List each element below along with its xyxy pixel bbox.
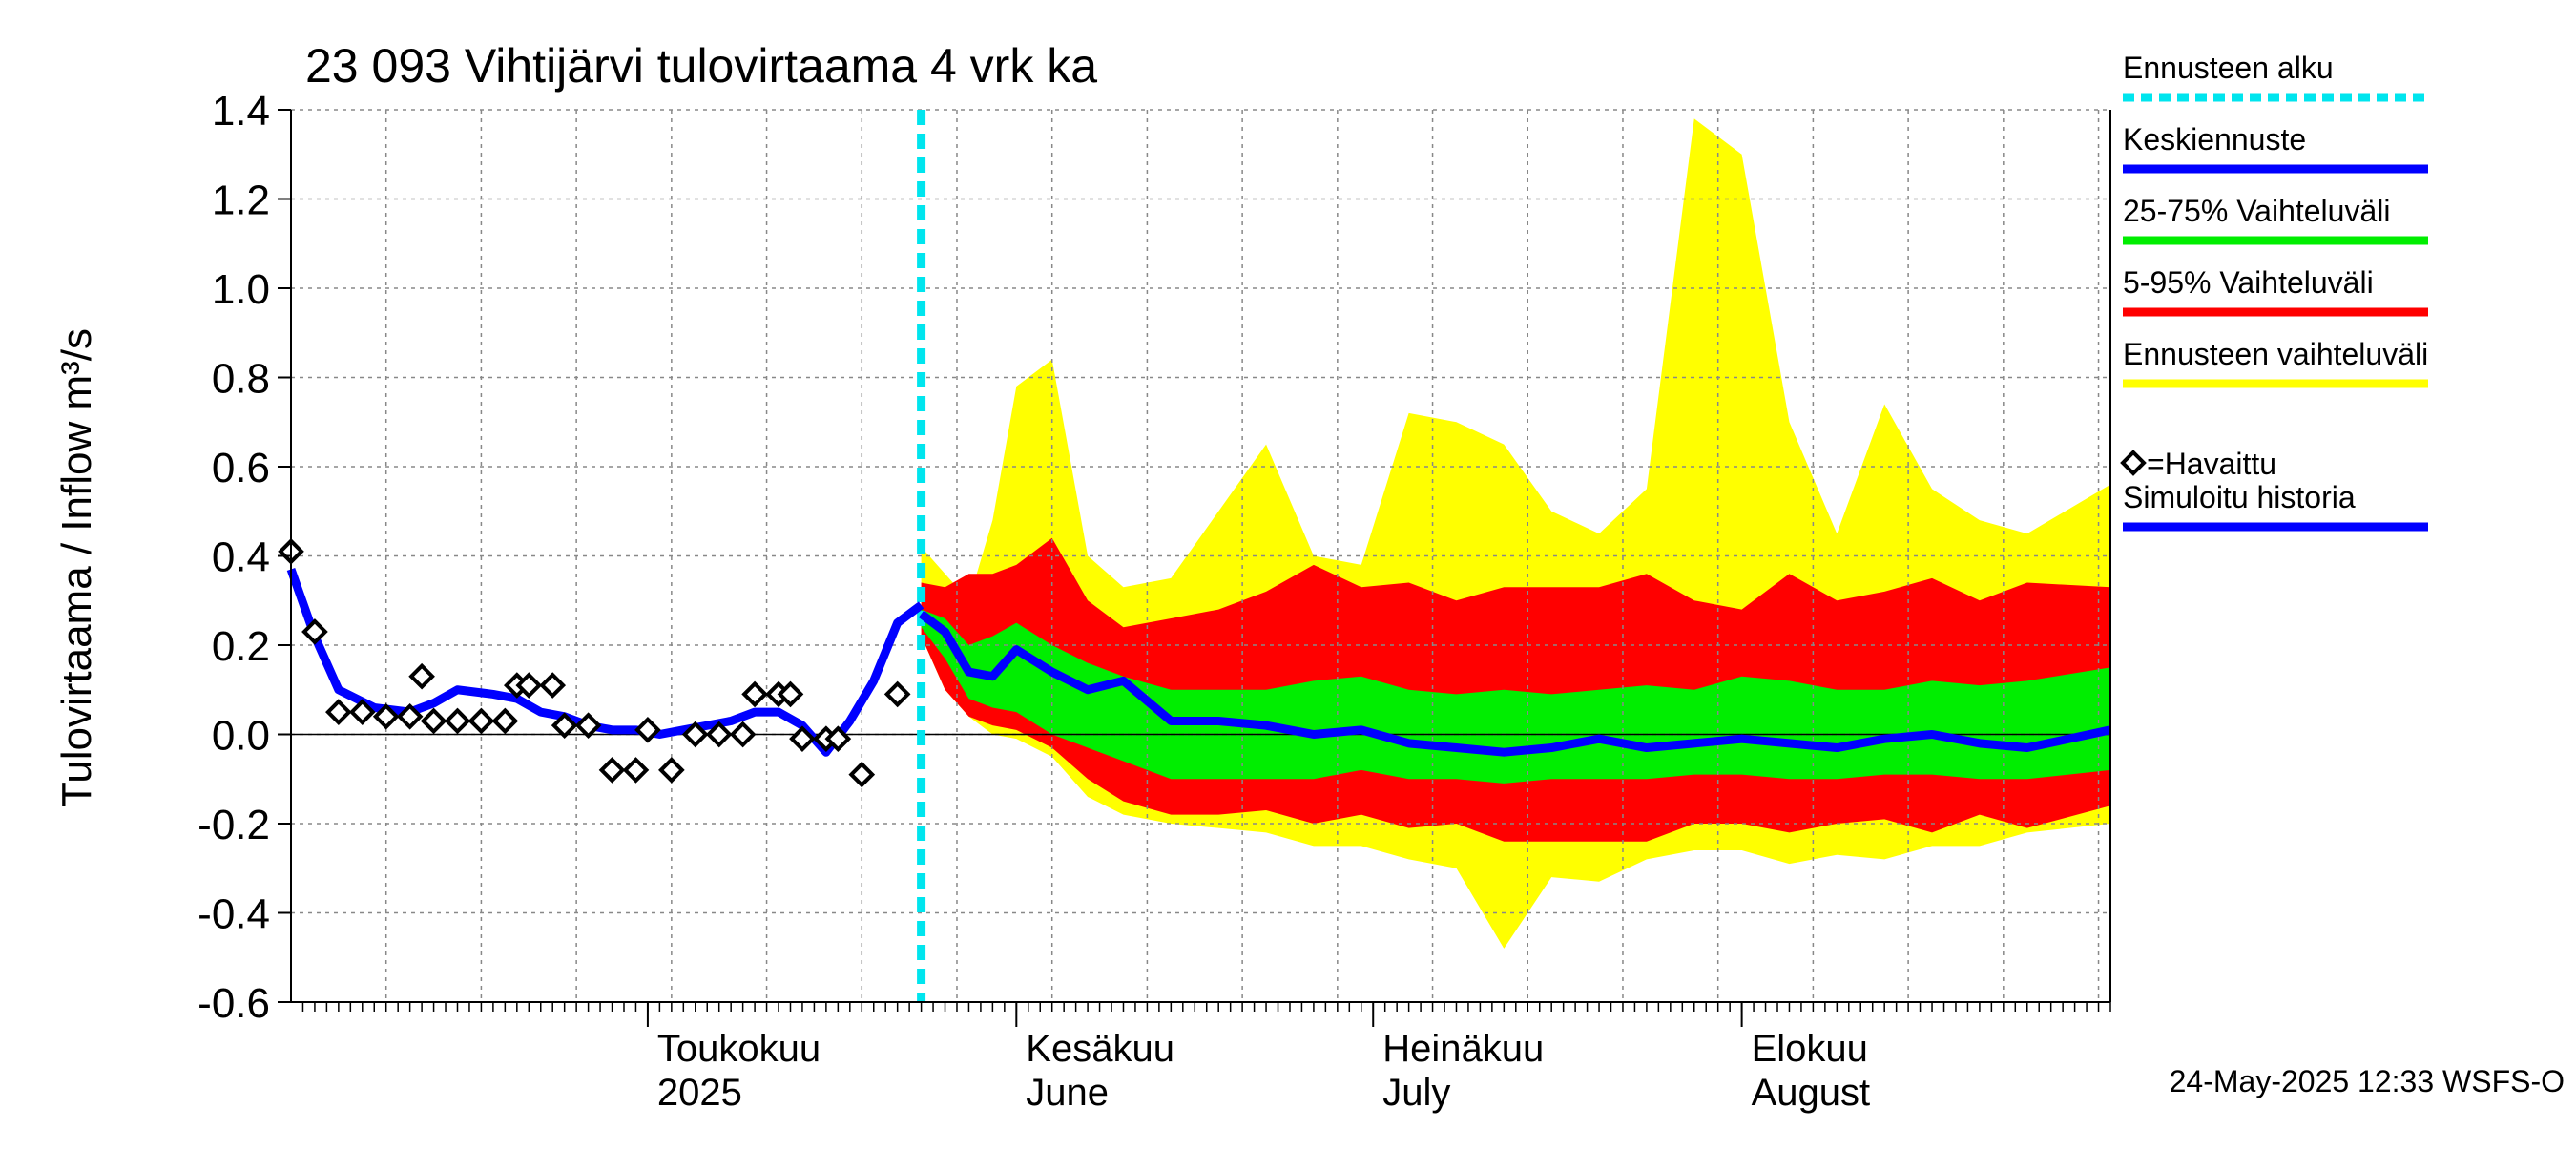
- observed-point: [741, 680, 768, 708]
- y-tick-label: 0.6: [212, 445, 270, 491]
- y-tick-label: 0.2: [212, 623, 270, 670]
- y-tick-label: 1.0: [212, 266, 270, 313]
- legend-marker-observed: [2120, 450, 2147, 476]
- x-tick-label: July: [1382, 1072, 1450, 1114]
- y-tick-label: -0.6: [197, 980, 270, 1027]
- x-tick-label: Kesäkuu: [1026, 1028, 1174, 1070]
- observed-point: [408, 662, 435, 690]
- x-tick-label: Heinäkuu: [1382, 1028, 1544, 1070]
- observed-point: [789, 725, 816, 753]
- observed-point: [705, 721, 733, 748]
- legend-label: Ennusteen alku: [2123, 51, 2334, 85]
- observed-point: [598, 757, 626, 784]
- legend-label: Keskiennuste: [2123, 122, 2306, 157]
- observed-point: [729, 721, 757, 748]
- x-tick-label: Toukokuu: [657, 1028, 821, 1070]
- legend-label: =Havaittu: [2147, 447, 2276, 481]
- x-tick-label: August: [1752, 1072, 1871, 1114]
- legend-label: 5-95% Vaihteluväli: [2123, 265, 2374, 300]
- observed-point: [777, 680, 804, 708]
- legend-label: Ennusteen vaihteluväli: [2123, 337, 2428, 371]
- footer-timestamp: 24-May-2025 12:33 WSFS-O: [2170, 1064, 2565, 1098]
- x-tick-label: Elokuu: [1752, 1028, 1868, 1070]
- observed-point: [420, 707, 447, 735]
- legend-label: Simuloitu historia: [2123, 480, 2356, 514]
- observed-point: [325, 699, 352, 725]
- observed-point: [681, 721, 709, 748]
- axes: -0.6 -0.4 -0.2 0.0 0.2 0.4 0.6 0.8 1.0 1.2 1.4 Touk…: [197, 88, 2111, 1114]
- y-tick-label: 0.8: [212, 356, 270, 403]
- observed-point: [883, 680, 911, 708]
- observed-point: [301, 618, 328, 645]
- observed-point: [396, 702, 424, 730]
- observed-point: [444, 707, 471, 735]
- observed-markers: [278, 537, 911, 788]
- observed-point: [574, 712, 602, 739]
- grid: [291, 109, 2110, 1002]
- chart-title: 23 093 Vihtijärvi tulovirtaama 4 vrk ka: [305, 39, 1097, 93]
- observed-point: [551, 712, 578, 739]
- observed-point: [634, 716, 661, 743]
- y-tick-label: 0.4: [212, 534, 270, 581]
- y-tick-label: 1.2: [212, 178, 270, 224]
- observed-point: [491, 707, 519, 735]
- y-tick-label: -0.4: [197, 891, 270, 938]
- observed-point: [539, 672, 567, 699]
- observed-point: [467, 707, 495, 735]
- observed-point: [515, 672, 543, 699]
- legend: Ennusteen alku Keskiennuste 25-75% Vaihtel…: [2120, 51, 2428, 532]
- observed-point: [848, 761, 876, 788]
- y-tick-label: 0.0: [212, 713, 270, 760]
- x-tick-label: June: [1026, 1072, 1109, 1114]
- observed-point: [824, 725, 852, 753]
- legend-label: 25-75% Vaihteluväli: [2123, 194, 2390, 228]
- observed-point: [658, 757, 685, 784]
- observed-point: [622, 757, 650, 784]
- y-tick-label: -0.2: [197, 802, 270, 848]
- observed-point: [348, 699, 376, 725]
- y-tick-label: 1.4: [212, 88, 270, 135]
- x-tick-label: 2025: [657, 1072, 742, 1114]
- y-axis-label: Tulovirtaama / Inflow m³/s: [53, 328, 100, 807]
- mean-forecast-line: [918, 610, 2111, 757]
- observed-point: [372, 702, 400, 730]
